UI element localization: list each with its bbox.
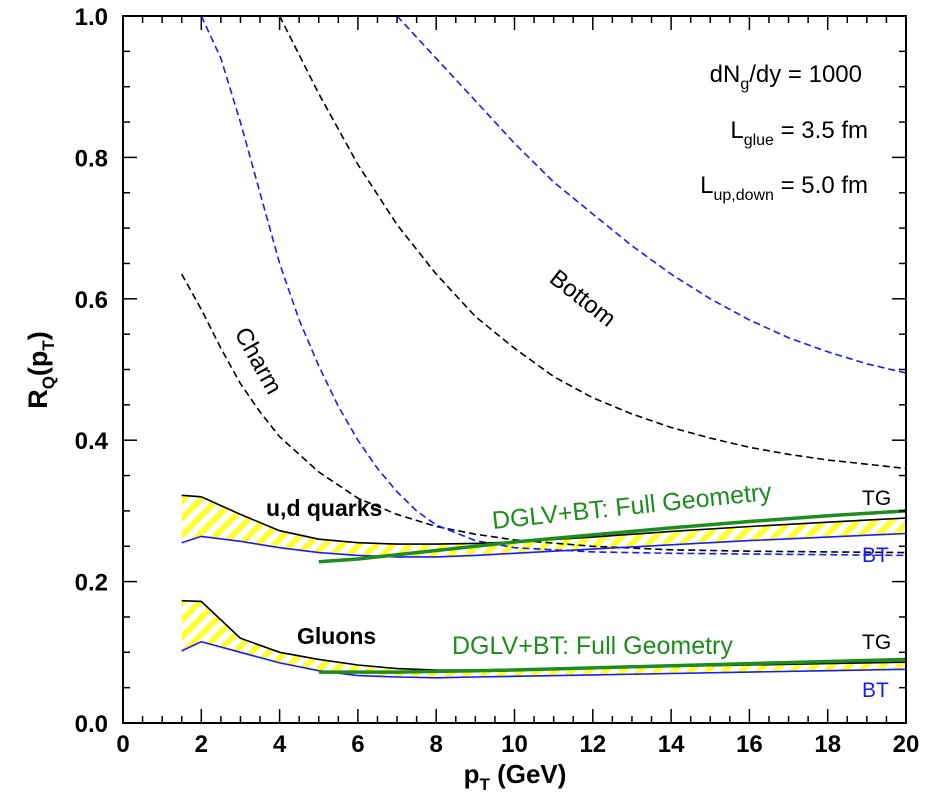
y-tick-label: 0.2: [75, 570, 108, 597]
param-lglue: Lglue = 3.5 fm: [730, 117, 868, 149]
x-tick-label: 2: [195, 731, 208, 758]
bottom-blue-dashed: [396, 15, 907, 374]
gluon-dglv-green: [318, 657, 907, 674]
param-lupdown: Lup,down = 5.0 fm: [700, 172, 868, 204]
label-dglv-quarks: DGLV+BT: Full Geometry: [491, 478, 774, 535]
label-ud-quarks: u,d quarks: [266, 495, 382, 521]
ticks-layer: [122, 15, 907, 724]
label-gluons: Gluons: [297, 623, 376, 649]
x-axis-title: pT (GeV): [464, 759, 567, 794]
bottom-black-dashed: [278, 15, 907, 470]
label-bottom: Bottom: [544, 264, 621, 332]
label-charm: Charm: [229, 323, 288, 399]
charm-black-dashed: [181, 273, 907, 554]
label-tg-quarks: TG: [862, 487, 891, 510]
x-tick-label: 16: [736, 731, 763, 758]
y-tick-label: 0.4: [75, 428, 109, 455]
x-tick-label: 8: [430, 731, 443, 758]
x-tick-label: 18: [814, 731, 841, 758]
x-tick-label: 4: [273, 731, 287, 758]
y-tick-label: 1.0: [75, 4, 108, 31]
y-tick-label: 0.8: [75, 145, 108, 172]
x-tick-label: 0: [116, 731, 129, 758]
label-tg-gluons: TG: [862, 631, 891, 654]
ud-bt-lower: [181, 532, 907, 558]
x-tick-label: 14: [658, 731, 685, 758]
param-dndy: dNg/dy = 1000: [710, 61, 862, 93]
label-bt-quarks: BT: [862, 544, 889, 567]
series-layer: [181, 15, 907, 679]
ud-tg-upper: [181, 494, 907, 545]
x-tick-label: 20: [893, 731, 920, 758]
gluon-bt-lower: [181, 640, 907, 679]
x-tick-label: 10: [501, 731, 528, 758]
y-tick-label: 0.0: [75, 711, 108, 738]
x-tick-label: 6: [351, 731, 364, 758]
y-axis-title: RQ(pT): [23, 331, 58, 409]
tick-labels-layer: 0 2 4 6 8 10 12 14 16 18 20 0.0 0.2 0.4 0.6 0.8 1.0: [75, 4, 920, 758]
y-tick-label: 0.6: [75, 287, 108, 314]
label-dglv-gluons: DGLV+BT: Full Geometry: [452, 632, 733, 660]
charm-blue-dashed: [200, 15, 907, 557]
label-bt-gluons: BT: [862, 679, 889, 702]
x-tick-label: 12: [579, 731, 606, 758]
ud-dglv-green: [318, 509, 907, 564]
